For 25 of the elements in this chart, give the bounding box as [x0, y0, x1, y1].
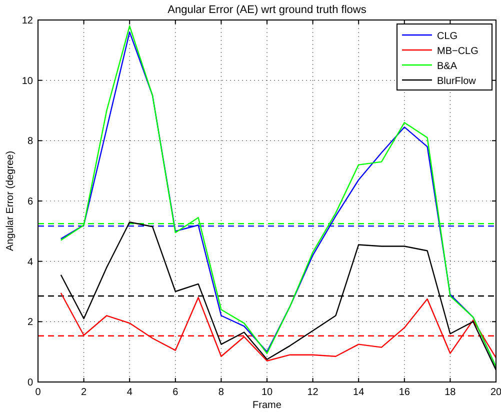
y-tick-label: 4 — [27, 256, 34, 268]
y-tick-label: 10 — [22, 76, 34, 87]
chart-title: Angular Error (AE) wrt ground truth flows — [168, 4, 367, 16]
y-tick-label: 2 — [27, 317, 34, 328]
x-tick-label: 6 — [172, 387, 179, 398]
y-tick-label: 8 — [27, 136, 34, 148]
x-tick-label: 10 — [261, 387, 273, 398]
x-tick-label: 18 — [444, 387, 456, 398]
x-tick-label: 14 — [353, 387, 365, 398]
x-tick-label: 4 — [126, 387, 133, 398]
legend-label: BlurFlow — [437, 76, 477, 87]
y-tick-label: 6 — [27, 196, 34, 208]
x-axis-title: Frame — [252, 400, 282, 411]
legend-label: B&A — [437, 61, 458, 72]
x-tick-label: 2 — [81, 387, 88, 398]
y-tick-label: 12 — [22, 16, 34, 26]
y-axis-title: Angular Error (degree) — [5, 150, 16, 252]
legend-label: MB−CLG — [437, 46, 479, 57]
y-tick-label: 0 — [27, 378, 34, 388]
x-tick-label: 20 — [490, 387, 501, 398]
x-tick-label: 16 — [398, 387, 410, 398]
x-tick-label: 0 — [35, 387, 42, 398]
x-tick-label: 8 — [218, 387, 224, 398]
legend-label: CLG — [437, 31, 458, 42]
x-tick-label: 12 — [307, 387, 319, 398]
